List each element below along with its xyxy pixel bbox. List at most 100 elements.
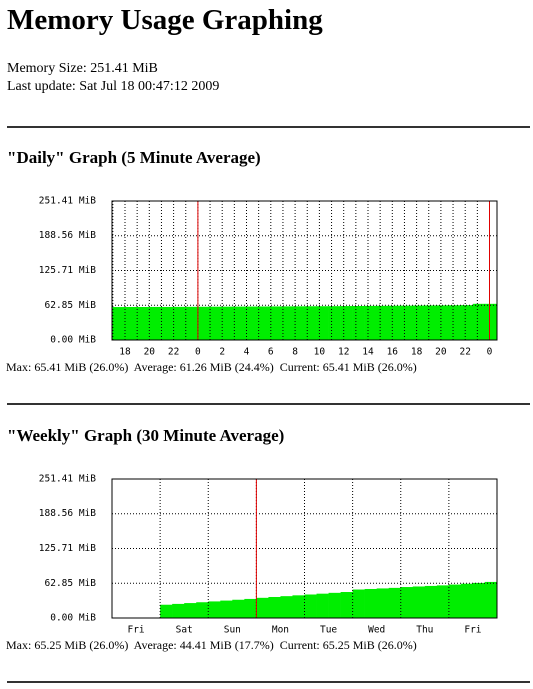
chart-title: "Daily" Graph (5 Minute Average) bbox=[7, 148, 261, 167]
bar bbox=[316, 306, 329, 340]
bar bbox=[292, 595, 305, 618]
bar bbox=[364, 588, 377, 618]
plot-frame bbox=[111, 478, 498, 619]
page-title: Memory Usage Graphing bbox=[7, 4, 323, 36]
bar bbox=[256, 597, 269, 618]
bar bbox=[316, 593, 329, 618]
bar bbox=[352, 305, 365, 340]
bar bbox=[280, 306, 293, 340]
x-tick-label: 0 bbox=[487, 347, 493, 358]
bar bbox=[220, 600, 233, 618]
bar bbox=[208, 601, 221, 618]
bar bbox=[232, 306, 245, 340]
bar bbox=[424, 585, 438, 618]
bar bbox=[436, 585, 450, 618]
bar bbox=[328, 592, 341, 618]
stats: Max: 65.25 MiB (26.0%) Average: 44.41 Mi… bbox=[6, 638, 417, 652]
stats: Max: 65.41 MiB (26.0%) Average: 61.26 Mi… bbox=[6, 360, 417, 374]
y-tick-label: 0.00 MiB bbox=[50, 613, 96, 624]
bar bbox=[400, 305, 414, 340]
chart: 0.00 MiB 62.85 MiB 125.71 MiB 188.56 MiB 251… bbox=[6, 474, 498, 652]
x-tick-label: 2 bbox=[219, 347, 225, 358]
bar bbox=[364, 305, 377, 340]
bar bbox=[196, 306, 209, 340]
bar bbox=[412, 586, 426, 618]
bar bbox=[484, 303, 498, 340]
x-tick-label: 18 bbox=[119, 347, 131, 358]
bar bbox=[292, 306, 305, 340]
bar bbox=[436, 305, 450, 340]
y-tick-label: 188.56 MiB bbox=[39, 508, 96, 519]
bar bbox=[112, 307, 125, 340]
divider bbox=[7, 681, 530, 683]
x-tick-label: 12 bbox=[338, 347, 349, 358]
bar bbox=[376, 588, 390, 618]
bar bbox=[472, 303, 486, 340]
bar bbox=[448, 305, 462, 340]
chart-title: "Weekly" Graph (30 Minute Average) bbox=[7, 426, 285, 445]
x-tick-label: Sat bbox=[176, 625, 193, 636]
bar bbox=[148, 306, 161, 340]
bar bbox=[376, 305, 390, 340]
bar bbox=[268, 306, 281, 340]
bar bbox=[184, 306, 197, 340]
last-update: Last update: Sat Jul 18 00:47:12 2009 bbox=[7, 79, 220, 94]
y-tick-label: 62.85 MiB bbox=[45, 300, 97, 311]
x-tick-label: 8 bbox=[292, 347, 298, 358]
x-tick-label: 20 bbox=[435, 347, 447, 358]
bar bbox=[244, 306, 257, 340]
x-tick-label: 10 bbox=[314, 347, 326, 358]
x-tick-label: Mon bbox=[272, 625, 289, 636]
bar bbox=[412, 305, 426, 340]
bar bbox=[160, 306, 173, 340]
y-tick-label: 125.71 MiB bbox=[39, 543, 96, 554]
y-tick-label: 0.00 MiB bbox=[50, 335, 96, 346]
x-tick-label: 20 bbox=[144, 347, 156, 358]
x-tick-label: 14 bbox=[362, 347, 374, 358]
bar bbox=[220, 306, 233, 340]
bar bbox=[208, 306, 221, 340]
y-tick-label: 62.85 MiB bbox=[45, 578, 97, 589]
bar bbox=[484, 581, 498, 618]
bar bbox=[136, 306, 149, 340]
bar bbox=[460, 583, 474, 618]
bar bbox=[388, 305, 402, 340]
bar bbox=[352, 589, 365, 618]
x-tick-label: 4 bbox=[244, 347, 250, 358]
bar bbox=[340, 592, 353, 618]
bar bbox=[268, 596, 281, 618]
x-tick-label: 6 bbox=[268, 347, 274, 358]
x-tick-label: 16 bbox=[387, 347, 399, 358]
x-tick-label: 18 bbox=[411, 347, 423, 358]
bar bbox=[304, 306, 317, 340]
bar bbox=[124, 306, 137, 340]
bar bbox=[280, 596, 293, 618]
x-tick-label: Thu bbox=[416, 625, 433, 636]
divider bbox=[7, 403, 530, 405]
bar bbox=[448, 584, 462, 618]
x-tick-label: 22 bbox=[459, 347, 470, 358]
x-tick-label: Fri bbox=[127, 625, 144, 636]
y-tick-label: 125.71 MiB bbox=[39, 265, 96, 276]
bar bbox=[232, 599, 245, 618]
bar bbox=[388, 587, 402, 618]
x-tick-label: 0 bbox=[195, 347, 201, 358]
bar bbox=[172, 603, 185, 618]
bar bbox=[160, 604, 173, 618]
bar bbox=[340, 306, 353, 340]
bar bbox=[172, 306, 185, 340]
bar bbox=[424, 305, 438, 340]
bar bbox=[244, 598, 257, 618]
plot-frame bbox=[111, 200, 498, 341]
chart: 0.00 MiB 62.85 MiB 125.71 MiB 188.56 MiB 251… bbox=[6, 196, 498, 374]
x-tick-label: Fri bbox=[464, 625, 481, 636]
bar bbox=[472, 582, 486, 618]
x-tick-label: 22 bbox=[168, 347, 179, 358]
memory-size: Memory Size: 251.41 MiB bbox=[7, 61, 158, 76]
bar bbox=[328, 306, 341, 340]
bar bbox=[256, 306, 269, 340]
x-tick-label: Tue bbox=[320, 625, 337, 636]
x-tick-label: Sun bbox=[224, 625, 241, 636]
x-tick-label: Wed bbox=[368, 625, 385, 636]
